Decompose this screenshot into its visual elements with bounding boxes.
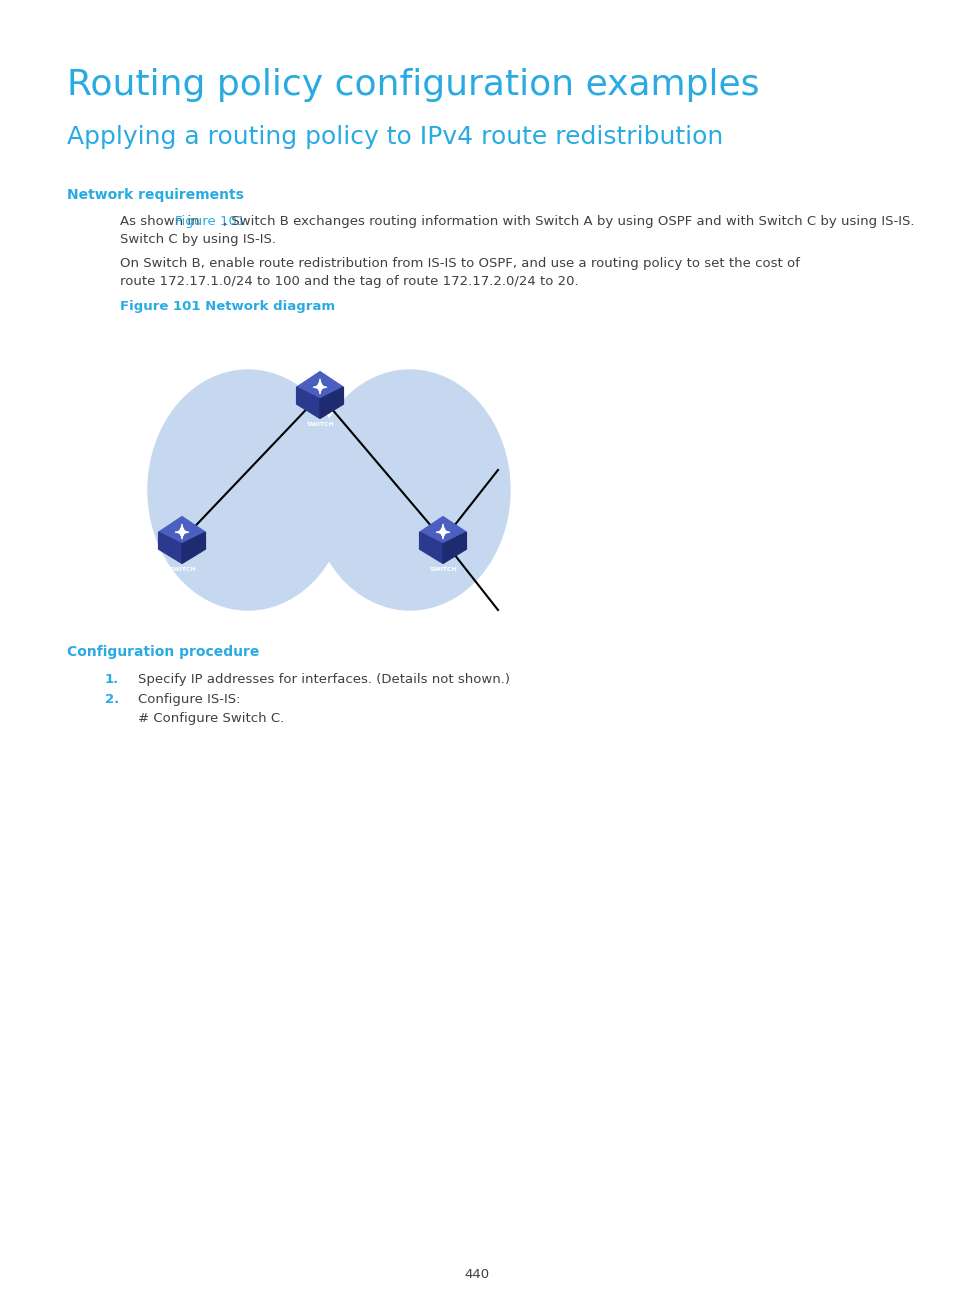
Text: Configure IS-IS:: Configure IS-IS:: [138, 693, 240, 706]
Text: # Configure Switch C.: # Configure Switch C.: [138, 712, 284, 724]
Polygon shape: [296, 372, 343, 399]
Polygon shape: [419, 517, 466, 544]
Text: Network requirements: Network requirements: [67, 188, 244, 202]
Text: Applying a routing policy to IPv4 route redistribution: Applying a routing policy to IPv4 route …: [67, 124, 722, 149]
Ellipse shape: [148, 369, 348, 610]
Text: , Switch B exchanges routing information with Switch A by using OSPF and with Sw: , Switch B exchanges routing information…: [223, 215, 914, 228]
Text: As shown in: As shown in: [120, 215, 204, 228]
Text: route 172.17.1.0/24 to 100 and the tag of route 172.17.2.0/24 to 20.: route 172.17.1.0/24 to 100 and the tag o…: [120, 275, 578, 288]
Polygon shape: [319, 388, 343, 419]
Polygon shape: [182, 533, 205, 564]
Ellipse shape: [310, 369, 510, 610]
Text: SWITCH: SWITCH: [306, 422, 334, 428]
Polygon shape: [419, 533, 442, 564]
Polygon shape: [158, 517, 205, 544]
Text: Figure 101: Figure 101: [174, 215, 245, 228]
Text: Switch C by using IS-IS.: Switch C by using IS-IS.: [120, 233, 275, 246]
Text: Figure 101 Network diagram: Figure 101 Network diagram: [120, 299, 335, 314]
Text: Specify IP addresses for interfaces. (Details not shown.): Specify IP addresses for interfaces. (De…: [138, 673, 510, 686]
Text: SWITCH: SWITCH: [429, 568, 456, 573]
Text: 440: 440: [464, 1267, 489, 1280]
Polygon shape: [442, 533, 466, 564]
Text: Configuration procedure: Configuration procedure: [67, 645, 259, 658]
Text: Routing policy configuration examples: Routing policy configuration examples: [67, 67, 759, 102]
Polygon shape: [158, 533, 182, 564]
Text: On Switch B, enable route redistribution from IS-IS to OSPF, and use a routing p: On Switch B, enable route redistribution…: [120, 257, 799, 270]
Text: 1.: 1.: [105, 673, 119, 686]
Text: SWITCH: SWITCH: [168, 568, 195, 573]
Polygon shape: [296, 388, 319, 419]
Text: 2.: 2.: [105, 693, 119, 706]
